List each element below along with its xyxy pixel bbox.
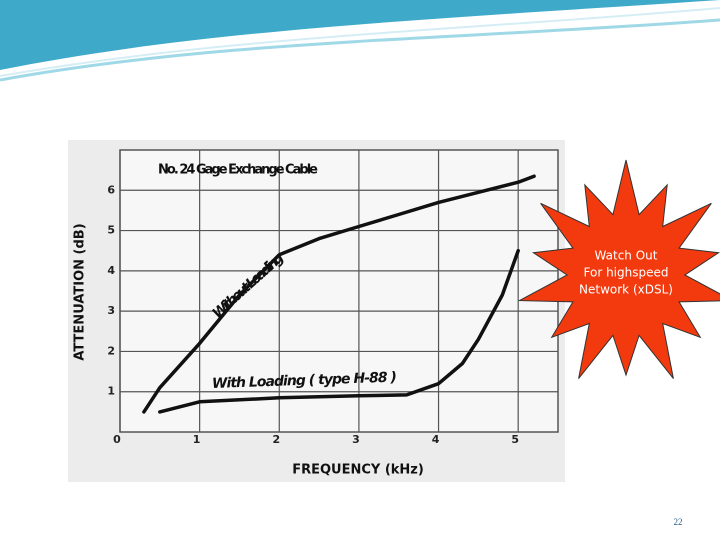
x-tick-label: 3 [352, 433, 360, 446]
callout-line: Watch Out [595, 249, 658, 263]
wave-line [0, 7, 720, 77]
page-number: 22 [674, 517, 683, 527]
y-tick-label: 6 [107, 183, 115, 196]
y-tick-label: 1 [107, 385, 115, 398]
x-tick-label: 0 [113, 433, 121, 446]
wave-decoration [0, 0, 720, 70]
series-label: With Loading ( type H-88 ) [212, 370, 397, 392]
x-tick-label: 2 [272, 433, 280, 446]
y-tick-label: 4 [107, 264, 115, 277]
x-tick-label: 4 [432, 433, 440, 446]
chart-title: No. 24 Gage Exchange Cable [158, 163, 318, 178]
wave-line [0, 18, 720, 82]
x-tick-label: 5 [511, 433, 519, 446]
plot-frame [119, 149, 559, 433]
callout-line: For highspeed [584, 266, 669, 280]
starburst [517, 159, 720, 379]
y-tick-label: 2 [107, 344, 115, 357]
y-tick-label: 3 [107, 304, 115, 317]
y-tick-label: 5 [107, 224, 115, 237]
callout-line: Network (xDSL) [579, 283, 673, 297]
y-axis-label: ATTENUATION (dB) [73, 223, 88, 360]
series-line [142, 174, 536, 414]
series-line [158, 248, 520, 414]
chart: 0 1 2 3 4 5 1 2 3 4 5 6 FREQUENCY (kHz) ATTENUATION (… [73, 149, 559, 478]
x-axis-label: FREQUENCY (kHz) [292, 463, 424, 478]
x-tick-label: 1 [193, 433, 201, 446]
